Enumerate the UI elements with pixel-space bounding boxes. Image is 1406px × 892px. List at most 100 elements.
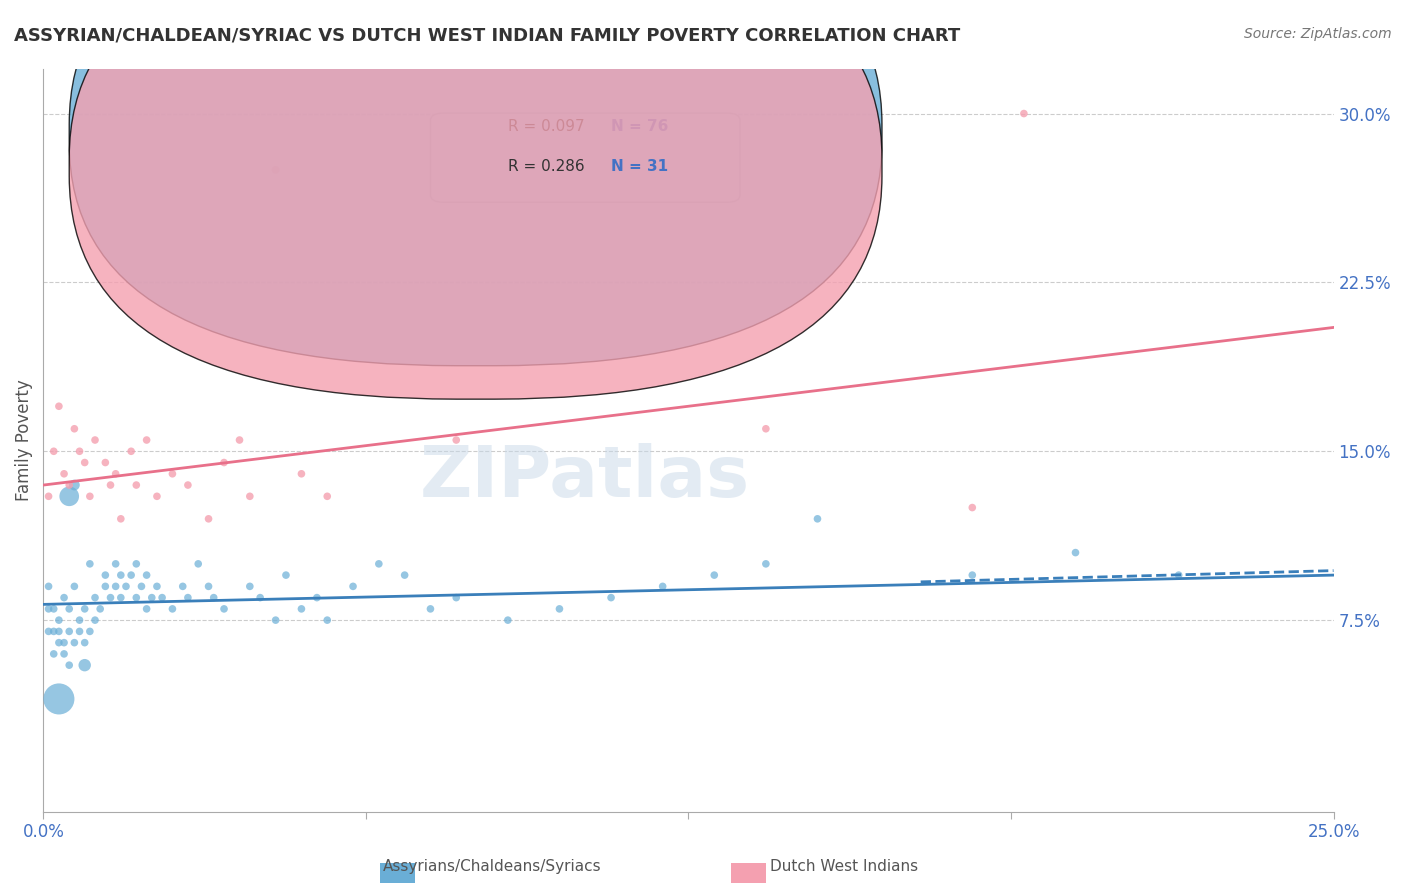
Point: [806, 512, 828, 526]
Point: [172, 579, 194, 593]
Point: [962, 500, 984, 515]
Point: [150, 591, 173, 605]
Point: [1064, 545, 1087, 559]
Point: [120, 444, 142, 458]
Point: [1012, 106, 1035, 120]
Point: [755, 422, 778, 436]
Point: [600, 591, 623, 605]
Point: [212, 456, 235, 470]
Point: [42, 602, 65, 616]
Point: [446, 433, 468, 447]
Point: [290, 602, 312, 616]
Point: [290, 467, 312, 481]
Point: [264, 613, 287, 627]
Point: [162, 467, 184, 481]
Point: [104, 579, 127, 593]
Text: R = 0.097: R = 0.097: [508, 119, 585, 134]
Point: [48, 635, 70, 649]
Point: [135, 433, 157, 447]
FancyBboxPatch shape: [69, 0, 882, 399]
Point: [79, 557, 101, 571]
Point: [446, 591, 468, 605]
Point: [84, 591, 107, 605]
Point: [48, 399, 70, 413]
Point: [63, 478, 86, 492]
Point: [53, 647, 76, 661]
Point: [38, 602, 60, 616]
Point: [63, 422, 86, 436]
Point: [48, 624, 70, 639]
Point: [125, 478, 148, 492]
Point: [141, 591, 163, 605]
Point: [125, 591, 148, 605]
Point: [177, 591, 200, 605]
Point: [264, 162, 287, 177]
Point: [84, 613, 107, 627]
Point: [305, 591, 328, 605]
Point: [135, 568, 157, 582]
Point: [38, 624, 60, 639]
Point: [125, 557, 148, 571]
Point: [94, 456, 117, 470]
Point: [53, 467, 76, 481]
Point: [79, 489, 101, 503]
Point: [962, 568, 984, 582]
Point: [146, 579, 169, 593]
Point: [84, 433, 107, 447]
Text: Source: ZipAtlas.com: Source: ZipAtlas.com: [1244, 27, 1392, 41]
Point: [73, 456, 96, 470]
Point: [104, 467, 127, 481]
Point: [48, 692, 70, 706]
Point: [100, 478, 122, 492]
Point: [146, 489, 169, 503]
FancyBboxPatch shape: [69, 0, 882, 366]
Point: [53, 635, 76, 649]
Point: [212, 602, 235, 616]
Point: [197, 512, 219, 526]
Point: [316, 489, 339, 503]
Point: [69, 624, 91, 639]
Point: [548, 602, 571, 616]
Y-axis label: Family Poverty: Family Poverty: [15, 379, 32, 501]
Point: [1167, 568, 1189, 582]
Point: [755, 557, 778, 571]
Point: [187, 557, 209, 571]
Point: [239, 579, 262, 593]
Text: N = 76: N = 76: [612, 119, 668, 134]
Point: [73, 635, 96, 649]
Text: ASSYRIAN/CHALDEAN/SYRIAC VS DUTCH WEST INDIAN FAMILY POVERTY CORRELATION CHART: ASSYRIAN/CHALDEAN/SYRIAC VS DUTCH WEST I…: [14, 27, 960, 45]
Point: [197, 579, 219, 593]
Point: [58, 489, 80, 503]
Point: [135, 602, 157, 616]
Point: [42, 624, 65, 639]
Point: [73, 658, 96, 673]
Point: [131, 579, 153, 593]
Point: [89, 602, 111, 616]
Point: [651, 579, 673, 593]
Point: [496, 613, 519, 627]
Point: [703, 568, 725, 582]
Point: [69, 444, 91, 458]
Point: [58, 602, 80, 616]
Point: [110, 568, 132, 582]
Point: [38, 489, 60, 503]
Point: [94, 579, 117, 593]
Point: [38, 579, 60, 593]
Point: [162, 602, 184, 616]
Text: Assyrians/Chaldeans/Syriacs: Assyrians/Chaldeans/Syriacs: [382, 859, 602, 874]
Point: [100, 591, 122, 605]
Point: [342, 579, 364, 593]
Point: [249, 591, 271, 605]
Point: [394, 568, 416, 582]
FancyBboxPatch shape: [430, 113, 740, 202]
Point: [42, 647, 65, 661]
Point: [73, 602, 96, 616]
Point: [63, 579, 86, 593]
Point: [419, 602, 441, 616]
Point: [239, 489, 262, 503]
Point: [228, 433, 250, 447]
Point: [58, 658, 80, 673]
Point: [58, 478, 80, 492]
Point: [58, 624, 80, 639]
Point: [367, 557, 389, 571]
